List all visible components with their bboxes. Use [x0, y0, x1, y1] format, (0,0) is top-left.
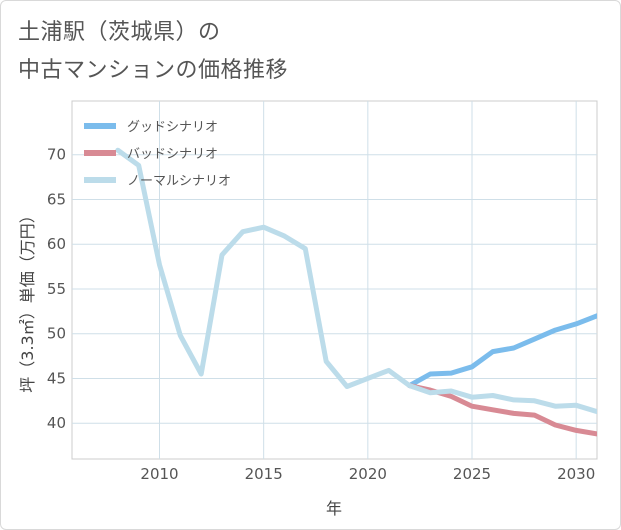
x-tick-label: 2020 [349, 465, 387, 483]
legend-label: グッドシナリオ [127, 120, 218, 135]
x-tick-label: 2010 [140, 465, 178, 483]
y-tick-label: 40 [47, 414, 66, 432]
y-tick-label: 60 [47, 235, 66, 253]
axis-ticks: 2010 2015 2020 2025 2030 40 45 50 55 60 65 70 [47, 146, 595, 483]
series-lines [115, 147, 597, 437]
legend-label: バッドシナリオ [127, 147, 218, 162]
grid-lines [72, 101, 597, 459]
chart-title-line1: 土浦駅（茨城県）の [18, 20, 221, 45]
legend-label: ノーマルシナリオ [127, 174, 231, 189]
x-tick-label: 2025 [453, 465, 491, 483]
y-tick-label: 65 [47, 190, 66, 208]
x-axis-label: 年 [326, 499, 342, 518]
y-axis-label: 坪（3.3㎡）単価（万円） [18, 207, 37, 392]
y-tick-label: 45 [47, 369, 66, 387]
x-tick-label: 2030 [557, 465, 595, 483]
y-tick-label: 70 [47, 146, 66, 164]
series-line-0 [407, 313, 597, 389]
x-tick-label: 2015 [245, 465, 283, 483]
y-tick-label: 55 [47, 280, 66, 298]
series-line-2 [115, 147, 597, 415]
y-tick-label: 50 [47, 325, 66, 343]
chart-title-line2: 中古マンションの価格推移 [18, 58, 289, 83]
